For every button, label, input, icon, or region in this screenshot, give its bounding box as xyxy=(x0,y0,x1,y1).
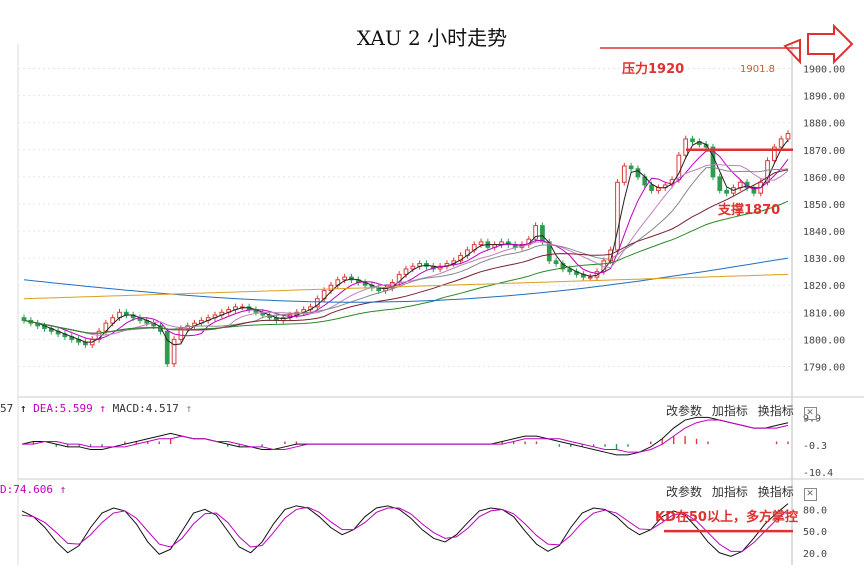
series-line-ma20 xyxy=(23,164,789,336)
add-indicator-button[interactable]: 加指标 xyxy=(711,404,748,418)
y-tick-label: 1860.00 xyxy=(803,173,845,184)
switch-indicator-button[interactable]: 换指标 xyxy=(757,485,794,499)
macd-prefix: 57 xyxy=(0,402,14,415)
candle-body xyxy=(683,138,689,156)
close-icon[interactable]: ✕ xyxy=(803,488,817,501)
kd-y-tick-label: 80.0 xyxy=(803,505,827,516)
candle-body xyxy=(771,146,777,162)
kd-toolbar: 改参数 加指标 换指标 ✕ xyxy=(666,483,823,501)
kd-y-tick-label: 20.0 xyxy=(803,549,827,560)
kd-legend: D:74.606 ↑ xyxy=(0,483,66,496)
kd-note-label: KD在50以上，多方掌控 xyxy=(655,510,798,525)
kd-k-line xyxy=(21,503,789,557)
candle-body xyxy=(587,276,593,279)
candle-body xyxy=(615,181,620,251)
macd-y-tick-label: -0.3 xyxy=(803,441,827,452)
y-tick-label: 1840.00 xyxy=(803,227,845,238)
macd-legend: 57 ↑ DEA:5.599 ↑ MACD:4.517 ↑ xyxy=(0,402,192,415)
candle-body xyxy=(546,241,552,262)
candle-body xyxy=(649,184,654,191)
macd-dea-line xyxy=(22,419,789,453)
y-tick-label: 1890.00 xyxy=(803,92,845,103)
series-line-ma5 xyxy=(23,139,789,346)
candle-body xyxy=(403,268,409,275)
y-tick-label: 1830.00 xyxy=(803,254,845,265)
up-arrow-icon: ↑ xyxy=(59,483,67,496)
candle-body xyxy=(717,176,723,191)
y-tick-label: 1900.00 xyxy=(803,65,845,76)
candle-body xyxy=(342,276,347,281)
y-tick-label: 1870.00 xyxy=(803,146,845,157)
candle-body xyxy=(110,317,116,324)
y-tick-label: 1810.00 xyxy=(803,308,845,319)
candle-body xyxy=(560,263,566,270)
candle-body xyxy=(690,138,695,143)
series-line-ma10 xyxy=(23,150,789,340)
macd-value-label: MACD:4.517 xyxy=(112,402,179,415)
series-line-ma60 xyxy=(23,169,789,334)
candle-body xyxy=(628,165,634,170)
y-tick-label: 1820.00 xyxy=(803,281,845,292)
candle-body xyxy=(669,179,675,186)
candle-body xyxy=(21,317,27,321)
candle-body xyxy=(553,260,559,265)
candle-body xyxy=(533,225,538,240)
support-label: 支撑1870 xyxy=(718,203,781,218)
candle-body xyxy=(778,138,784,148)
y-tick-label: 1880.00 xyxy=(803,119,845,130)
resistance-label: 压力1920 xyxy=(622,62,685,77)
candle-body xyxy=(540,225,545,243)
candle-body xyxy=(328,284,334,292)
change-params-button[interactable]: 改参数 xyxy=(666,485,703,499)
resistance-arrow-icon xyxy=(783,38,801,65)
right-arrow-icon xyxy=(807,23,854,65)
switch-indicator-button[interactable]: 换指标 xyxy=(757,404,794,418)
macd-y-tick-label: -10.4 xyxy=(803,468,833,479)
add-indicator-button[interactable]: 加指标 xyxy=(711,485,748,499)
candle-body xyxy=(410,265,416,270)
close-icon[interactable]: ✕ xyxy=(803,407,817,420)
y-tick-label: 1850.00 xyxy=(803,200,845,211)
change-params-button[interactable]: 改参数 xyxy=(666,404,703,418)
candle-body xyxy=(635,168,641,178)
candle-body xyxy=(478,241,484,246)
y-tick-label: 1790.00 xyxy=(803,362,845,373)
candle-body xyxy=(164,330,170,365)
kd-y-tick-label: 50.0 xyxy=(803,527,827,538)
series-line-ma120 xyxy=(23,200,789,334)
resistance-marker-label: 1901.8 xyxy=(740,64,775,75)
kd-d-line xyxy=(21,506,789,552)
series-line-ma30 xyxy=(23,166,789,334)
candle-body xyxy=(178,328,184,340)
up-arrow-icon: ↑ xyxy=(185,402,193,415)
up-arrow-icon: ↑ xyxy=(99,402,106,415)
candle-body xyxy=(567,268,573,273)
macd-toolbar: 改参数 加指标 换指标 ✕ xyxy=(666,402,823,420)
dea-label: DEA:5.599 xyxy=(33,402,93,415)
kd-value-label: D:74.606 xyxy=(0,483,53,496)
chart-title: XAU 2 小时走势 xyxy=(356,26,508,50)
y-tick-label: 1800.00 xyxy=(803,335,845,346)
up-arrow-icon: ↑ xyxy=(19,402,27,415)
candle-body xyxy=(724,189,729,194)
candle-body xyxy=(621,165,627,183)
candle-body xyxy=(171,338,177,365)
candle-body xyxy=(785,133,791,140)
candle-body xyxy=(710,146,716,178)
series-line-ma500 xyxy=(23,273,789,300)
candle-body xyxy=(676,154,682,181)
